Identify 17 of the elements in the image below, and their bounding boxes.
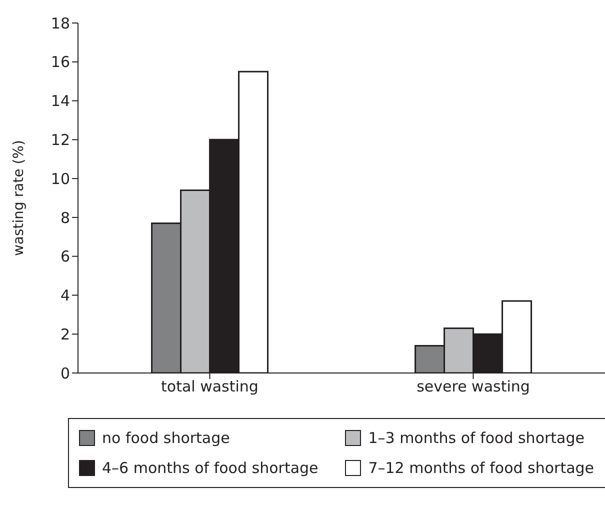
y-tick-label: 6 <box>60 248 70 266</box>
x-tick-label: severe wasting <box>416 378 530 396</box>
y-tick-label: 12 <box>50 130 70 149</box>
y-axis-title: wasting rate (%) <box>10 140 27 256</box>
y-tick-label: 0 <box>60 364 70 382</box>
y-tick-label: 8 <box>60 208 70 227</box>
legend-label: 1–3 months of food shortage <box>368 429 584 447</box>
y-tick-label: 18 <box>50 14 70 32</box>
y-tick-label: 16 <box>50 53 70 72</box>
x-tick-label: total wasting <box>161 378 258 396</box>
y-tick-label: 14 <box>50 92 70 110</box>
legend-label: 4–6 months of food shortage <box>102 459 318 477</box>
y-tick-label: 2 <box>60 325 70 344</box>
legend-label: no food shortage <box>102 429 230 447</box>
legend-label: 7–12 months of food shortage <box>368 459 594 477</box>
y-tick-label: 4 <box>60 286 70 305</box>
y-tick-label: 10 <box>50 170 70 188</box>
